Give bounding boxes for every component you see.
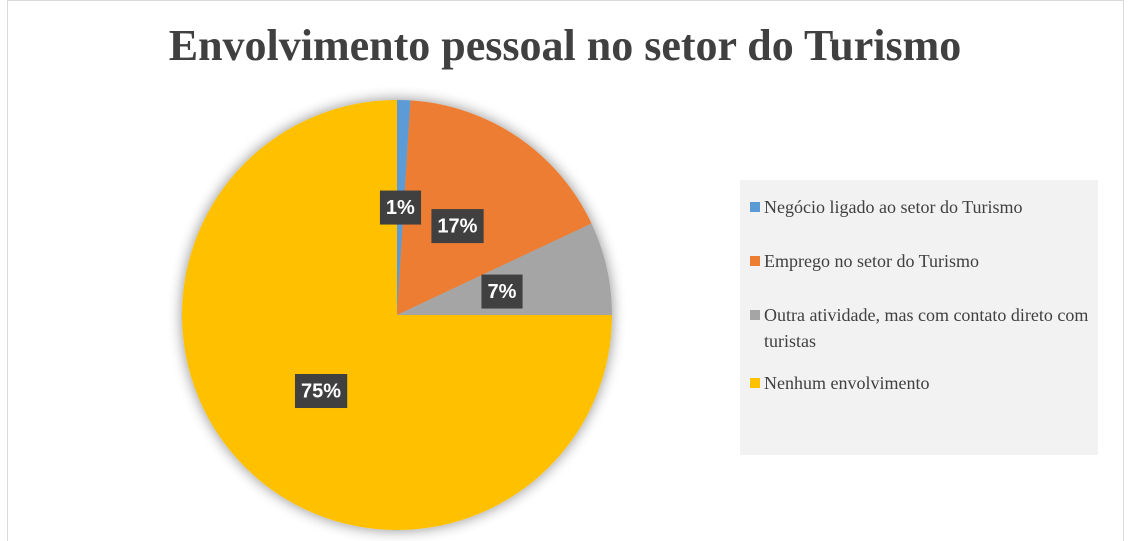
value-label: 1% (379, 190, 422, 225)
pie (182, 100, 612, 530)
value-label: 75% (294, 374, 348, 409)
value-label-text: 7% (487, 281, 516, 303)
legend-label: Negócio ligado ao setor do Turismo (764, 197, 1023, 217)
value-label-text: 17% (437, 215, 477, 237)
legend-swatch (750, 378, 760, 388)
legend-swatch (750, 256, 760, 266)
legend-entry: Outra atividade, mas com contato direto … (750, 302, 1090, 354)
legend-label: Emprego no setor do Turismo (764, 251, 980, 271)
chart-border (7, 0, 1124, 541)
value-label-text: 1% (386, 197, 415, 219)
legend-label: Outra atividade, mas com contato direto … (764, 305, 1089, 351)
value-label-box (481, 274, 523, 309)
value-label-box (431, 209, 484, 244)
legend-entry: Emprego no setor do Turismo (750, 248, 1090, 274)
pie-slice (397, 223, 612, 315)
legend-swatch (750, 310, 760, 320)
value-label: 17% (431, 209, 484, 244)
legend-entry: Negócio ligado ao setor do Turismo (750, 194, 1090, 220)
value-label-text: 75% (301, 380, 341, 402)
pie-slice (397, 100, 592, 315)
legend-entry: Nenhum envolvimento (750, 370, 1090, 396)
value-label: 7% (481, 274, 523, 309)
value-labels: 1% 17% 7% 75% (294, 190, 523, 409)
legend-label: Nenhum envolvimento (764, 373, 930, 393)
value-label-box (294, 374, 348, 409)
legend-swatch (750, 202, 760, 212)
value-label-box (379, 190, 422, 225)
chart-title: Envolvimento pessoal no setor do Turismo (169, 21, 962, 70)
legend: Negócio ligado ao setor do Turismo Empreg… (740, 180, 1098, 455)
pie-slice (182, 100, 612, 530)
